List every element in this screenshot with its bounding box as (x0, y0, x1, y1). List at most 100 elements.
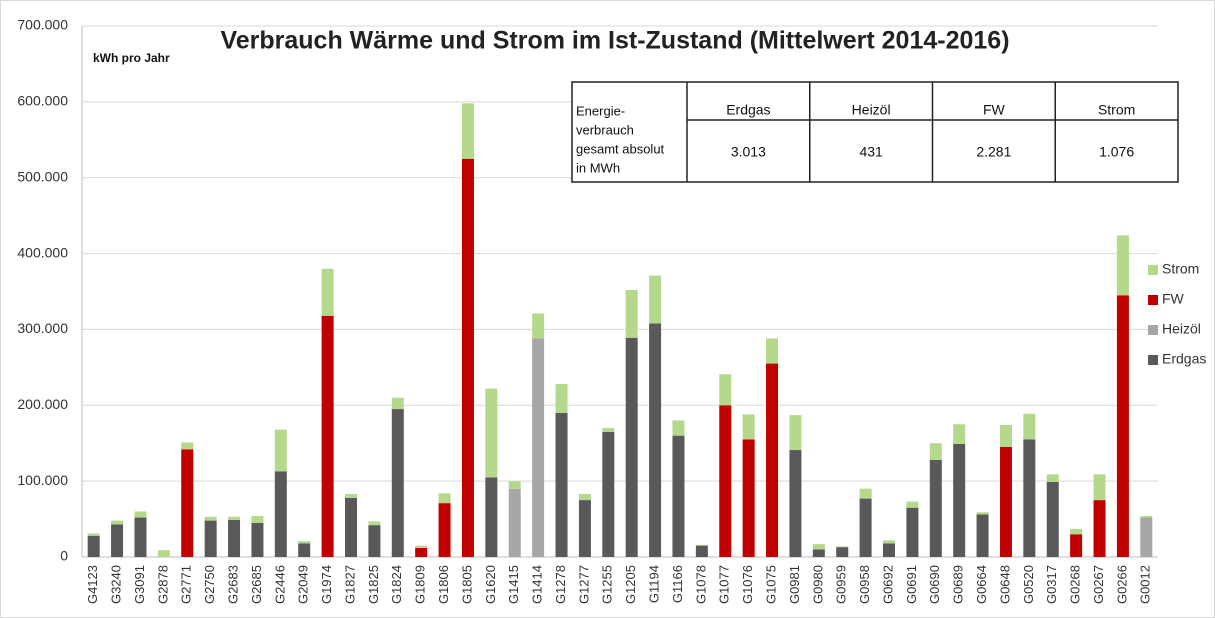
bar-segment (1093, 500, 1106, 557)
x-tick-label: G1075 (763, 565, 778, 604)
x-tick-label: G2446 (272, 565, 287, 604)
bar-segment (836, 547, 849, 557)
x-tick-label: G0690 (927, 565, 942, 604)
x-tick-label: G0689 (951, 565, 966, 604)
legend-swatch (1148, 355, 1158, 365)
bar-segment (906, 507, 919, 557)
x-tick-label: G1255 (600, 565, 615, 604)
x-tick-label: G0692 (880, 565, 895, 604)
bar-segment (345, 497, 357, 557)
bar-segment (532, 338, 545, 557)
x-tick-label: G1620 (483, 565, 498, 604)
y-tick-label: 100.000 (17, 472, 68, 488)
y-tick-label: 500.000 (17, 168, 68, 184)
y-tick-label: 700.000 (17, 17, 68, 33)
x-tick-label: G1415 (506, 565, 521, 604)
bar-segment (274, 429, 287, 472)
x-tick-label: G0691 (904, 565, 919, 604)
x-tick-label: G0267 (1091, 565, 1106, 604)
bar-segment (789, 415, 802, 451)
table-row-label: in MWh (576, 160, 620, 175)
bar-segment (368, 525, 381, 557)
bar-segment (929, 443, 942, 460)
bar-segment (578, 494, 591, 501)
bar-segment (1070, 528, 1083, 535)
chart-title: Verbrauch Wärme und Strom im Ist-Zustand… (220, 27, 1009, 55)
y-axis-label: kWh pro Jahr (93, 51, 170, 65)
x-tick-label: G2049 (296, 565, 311, 604)
x-tick-label: G0980 (810, 565, 825, 604)
bar-segment (672, 420, 685, 436)
x-tick-label: G1194 (647, 565, 662, 603)
bar-segment (508, 481, 521, 489)
bar-segment (1070, 534, 1083, 557)
bar-segment (532, 313, 545, 339)
x-tick-label: G3240 (109, 565, 124, 604)
bar-segment (415, 545, 428, 548)
table-header: Erdgas (726, 102, 770, 118)
table-frame (571, 81, 1179, 183)
x-tick-label: G1805 (459, 565, 474, 604)
x-tick-label: G0317 (1044, 565, 1059, 604)
bar-segment (695, 545, 708, 557)
x-tick-label: G1414 (530, 565, 545, 604)
bar-segment (1046, 474, 1059, 482)
bar-segment (298, 541, 311, 544)
legend-swatch (1148, 295, 1158, 305)
bar-segment (555, 384, 568, 413)
x-tick-label: G1078 (693, 565, 708, 604)
bar-segment (485, 477, 498, 557)
x-tick-label: G0266 (1114, 565, 1129, 604)
bar-segment (742, 439, 755, 557)
bar-segment (251, 522, 264, 557)
bar-segment (1093, 474, 1106, 501)
bar-segment (415, 547, 428, 557)
table-header: Strom (1098, 102, 1135, 118)
bar-segment (719, 405, 732, 557)
x-tick-label: G4123 (85, 565, 100, 604)
bar-segment (368, 521, 381, 526)
x-tick-label: G3091 (132, 565, 147, 604)
bar-segment (1023, 439, 1036, 557)
bar-segment (438, 493, 451, 504)
legend-swatch (1148, 265, 1158, 275)
bar-segment (625, 337, 638, 557)
bar-segment (508, 488, 521, 557)
bar-segment (625, 289, 638, 338)
bar-segment (672, 435, 685, 557)
bar-segment (555, 412, 568, 557)
table-cell: 2.281 (976, 144, 1011, 160)
bar-segment (274, 471, 287, 557)
bar-segment (345, 494, 357, 498)
x-tick-label: G1809 (413, 565, 428, 604)
legend-swatch (1148, 325, 1158, 335)
bar-segment (602, 428, 615, 432)
x-tick-label: G2683 (225, 565, 240, 604)
bar-segment (1046, 481, 1059, 557)
x-tick-label: G1824 (389, 565, 404, 604)
bar-segment (999, 447, 1012, 557)
bar-segment (906, 501, 919, 508)
x-tick-label: G1974 (319, 565, 334, 604)
bar-segment (134, 517, 147, 557)
bar-segment (87, 533, 100, 536)
bar-segment (181, 449, 194, 557)
bar-segment (1140, 517, 1153, 557)
x-tick-label: G0959 (834, 565, 849, 604)
bar-segment (859, 488, 872, 499)
bar-segment (251, 516, 264, 523)
x-tick-label: G2685 (249, 565, 264, 604)
bar-segment (204, 516, 217, 521)
x-tick-label: G1205 (623, 565, 638, 604)
x-tick-label: G1277 (576, 565, 591, 604)
x-tick-label: G2771 (179, 565, 194, 604)
table-row-label: verbrauch (576, 122, 634, 137)
table-cell: 3.013 (731, 144, 766, 160)
bar-segment (1116, 235, 1129, 296)
bar-segment (111, 524, 124, 557)
bar-segment (228, 519, 241, 557)
x-tick-label: G1076 (740, 565, 755, 604)
table-cell: 431 (859, 144, 883, 160)
y-tick-label: 0 (60, 548, 68, 564)
